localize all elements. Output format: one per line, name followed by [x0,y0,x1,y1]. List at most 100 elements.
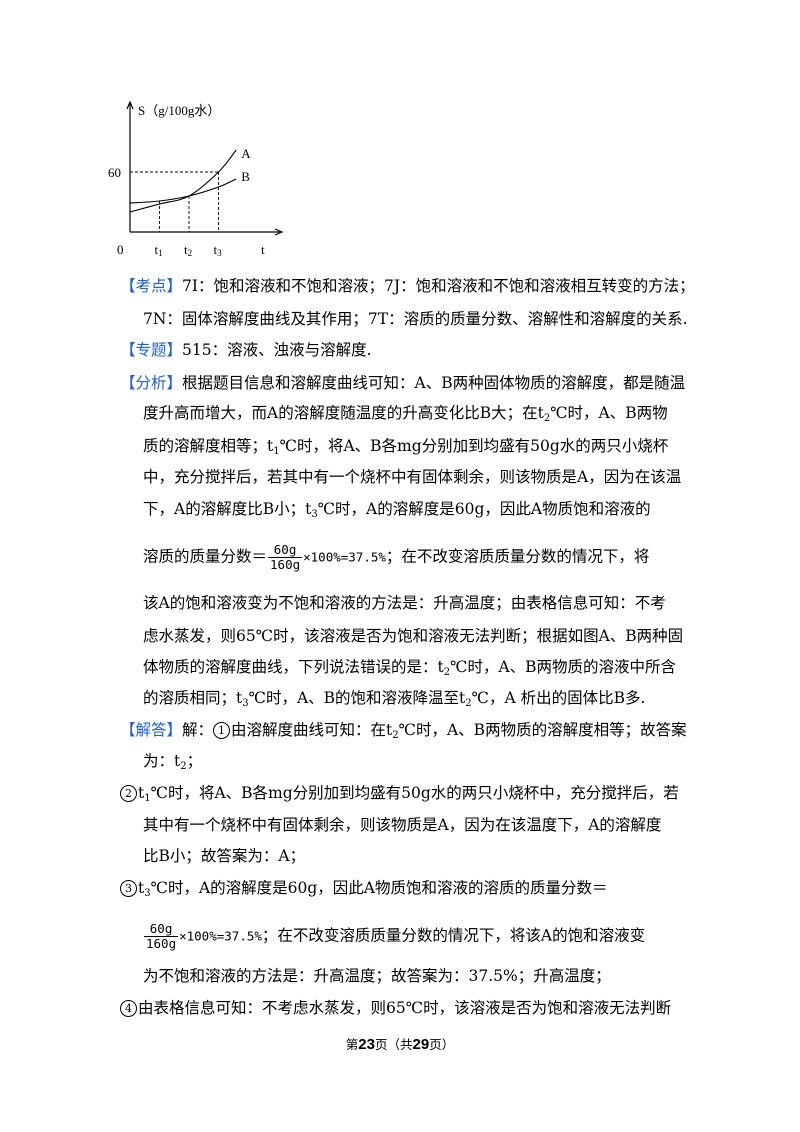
x-tick-base: t [184,242,188,257]
series-line-A [129,149,237,213]
kaodian-line-1: 【考点】7I：饱和溶液和不饱和溶液；7J：饱和溶液和不饱和溶液相互转变的方法； [120,276,695,296]
fenxi-text: 体物质的溶解度曲线，下列说法错误的是：t [143,658,444,676]
jieda-text: 由溶解度曲线可知：在t [231,721,393,739]
circled-number: 2 [120,785,137,802]
y-axis-label: S（g/100g水） [138,103,220,118]
kaodian-tag: 【考点】 [120,277,183,295]
fenxi-line-6: 溶质的质量分数＝ 60g 160g ×100%=37.5%；在不改变溶质质量分数的情况… [143,543,649,572]
fenxi-text: ℃时，A的溶解度是60g，因此A物质饱和溶液的 [317,500,651,518]
fenxi-text: 溶质的质量分数＝ [143,547,268,566]
fenxi-text: ℃时，A、B两物质的溶液中所含 [450,658,677,676]
series-line-B [129,178,237,204]
fenxi-text: 下，A的溶解度比B小；t [143,500,312,518]
origin-label: 0 [117,242,124,257]
fraction-numerator: 60g [268,543,303,558]
kaodian-text-1: 7I：饱和溶液和不饱和溶液；7J：饱和溶液和不饱和溶液相互转变的方法； [182,277,695,295]
footer-text: 页） [429,1037,455,1052]
jieda-line-1: 【解答】解： 1 由溶解度曲线可知：在t2℃时，A、B两物质的溶解度相等；故答案 [120,720,687,746]
fenxi-text: ；在不改变溶质质量分数的情况下，将 [385,547,650,566]
jieda-text: 为不饱和溶液的方法是：升高温度；故答案为：37.5%；升高温度； [143,967,611,985]
chart-axes [126,100,284,236]
fenxi-line-10: 的溶质相同；t3℃时，A、B的饱和溶液降温至t2℃，A 析出的固体比B多. [143,688,645,714]
jieda-text: 由表格信息可知：不考虑水蒸发，则65℃时，该溶液是否为饱和溶液无法判断 [138,999,672,1017]
subscript: 1 [144,793,151,804]
circled-number: 1 [213,722,231,739]
fenxi-line-9: 体物质的溶解度曲线，下列说法错误的是：t2℃时，A、B两物质的溶液中所含 [143,657,676,683]
subscript: 3 [242,698,249,709]
x-tick-label: t1 [155,242,163,258]
fenxi-text: ℃，A 析出的固体比B多. [471,689,646,707]
jieda-text: ； [186,752,203,770]
subscript: 3 [311,509,318,520]
jieda-line-5: 比B小；故答案为：A； [143,846,305,866]
chart-guides [130,171,219,232]
fraction-numerator: 60g [144,922,179,937]
fenxi-line-7: 该A的饱和溶液变为不饱和溶液的方法是：升高温度；由表格信息可知：不考 [143,593,666,613]
jieda-text: 解： [182,721,214,739]
zhuanti-text: 515：溶液、浊液与溶解度. [182,341,372,359]
jieda-line-8: 为不饱和溶液的方法是：升高温度；故答案为：37.5%；升高温度； [143,966,611,986]
jieda-text: ℃时，A的溶解度是60g，因此A物质饱和溶液的溶质的质量分数＝ [150,879,608,897]
x-tick-label: t2 [184,242,192,258]
footer-text: 第 [345,1037,359,1052]
fenxi-text: 质的溶解度相等；t [143,437,274,455]
series-label-B: B [241,169,250,184]
y-tick-label: 60 [108,165,121,180]
jieda-text: ℃时，将A、B各mg分别加到均盛有50g水的两只小烧杯中，充分搅拌后，若 [150,784,679,802]
x-tick-label: t3 [214,242,223,258]
jieda-text: 比B小；故答案为：A； [143,847,306,865]
jieda-line-7: 60g 160g ×100%=37.5%；在不改变溶质质量分数的情况下，将该A的饱和… [143,922,645,951]
jieda-text: ℃时，A、B两物质的溶解度相等；故答案 [398,721,687,739]
footer-text: 页（共 [374,1037,413,1052]
y-axis-arrow [126,100,134,110]
percent-expression: ×100%=37.5% [303,549,386,565]
subscript: 2 [180,761,187,772]
fenxi-text: ℃时，A、B的饱和溶液降温至t [248,689,466,707]
fenxi-line-1: 【分析】根据题目信息和溶解度曲线可知：A、B两种固体物质的溶解度，都是随温 [120,373,685,393]
circled-number: 3 [120,880,137,897]
fenxi-line-8: 虑水蒸发，则65℃时，该溶液是否为饱和溶液无法判断；根据如图A、B两种固 [143,626,683,646]
fenxi-line-5: 下，A的溶解度比B小；t3℃时，A的溶解度是60g，因此A物质饱和溶液的 [143,499,651,525]
subscript: 1 [273,446,280,457]
page-footer: 第23页（共29页） [0,1036,800,1054]
page-number: 23 [358,1036,375,1053]
jieda-line-9: 4 由表格信息可知：不考虑水蒸发，则65℃时，该溶液是否为饱和溶液无法判断 [120,998,671,1018]
fenxi-text: 虑水蒸发，则65℃时，该溶液是否为饱和溶液无法判断；根据如图A、B两种固 [143,627,684,645]
jieda-tag: 【解答】 [120,721,183,739]
x-axis-label: t [261,242,265,257]
jieda-text: t [138,784,145,802]
jieda-line-3: 2 t1℃时，将A、B各mg分别加到均盛有50g水的两只小烧杯中，充分搅拌后，若 [120,783,679,809]
fraction: 60g 160g [268,543,303,572]
fenxi-text: 度升高而增大，而A的溶解度随温度的升高变化比B大；在t [143,404,544,422]
series-label-A: A [241,146,251,161]
total-pages: 29 [412,1036,430,1053]
fraction: 60g 160g [144,922,179,951]
subscript: 3 [144,888,151,899]
jieda-line-6: 3 t3℃时，A的溶解度是60g，因此A物质饱和溶液的溶质的质量分数＝ [120,878,607,904]
chart-series [129,149,237,213]
subscript: 2 [392,730,399,741]
subscript: 2 [543,413,551,424]
zhuanti-line: 【专题】515：溶液、浊液与溶解度. [120,340,372,360]
x-tick-base: t [155,242,159,257]
fenxi-text: ℃时，A、B两物 [550,404,668,422]
fenxi-tag: 【分析】 [120,374,183,392]
jieda-line-4: 其中有一个烧杯中有固体剩余，则该物质是A，因为在该温度下，A的溶解度 [143,815,661,835]
jieda-text: 为：t [143,752,181,770]
kaodian-text-2: 7N：固体溶解度曲线及其作用；7T：溶质的质量分数、溶解性和溶解度的关系. [143,310,688,328]
zhuanti-tag: 【专题】 [120,341,183,359]
fenxi-text-1: 根据题目信息和溶解度曲线可知：A、B两种固体物质的溶解度，都是随温 [182,374,686,392]
x-tick-subscript: 3 [217,248,222,258]
fenxi-line-3: 质的溶解度相等；t1℃时，将A、B各mg分别加到均盛有50g水的两只小烧杯 [143,436,668,462]
fenxi-text: 该A的饱和溶液变为不饱和溶液的方法是：升高温度；由表格信息可知：不考 [143,594,666,612]
fenxi-line-4: 中，充分搅拌后，若其中有一个烧杯中有固体剩余，则该物质是A，因为在该温 [143,467,681,487]
fraction-denominator: 160g [270,557,301,572]
jieda-text: t [138,879,145,897]
subscript: 2 [465,698,472,709]
fenxi-text: 中，充分搅拌后，若其中有一个烧杯中有固体剩余，则该物质是A，因为在该温 [143,468,682,486]
fenxi-text: 的溶质相同；t [143,689,243,707]
kaodian-line-2: 7N：固体溶解度曲线及其作用；7T：溶质的质量分数、溶解性和溶解度的关系. [143,309,688,329]
